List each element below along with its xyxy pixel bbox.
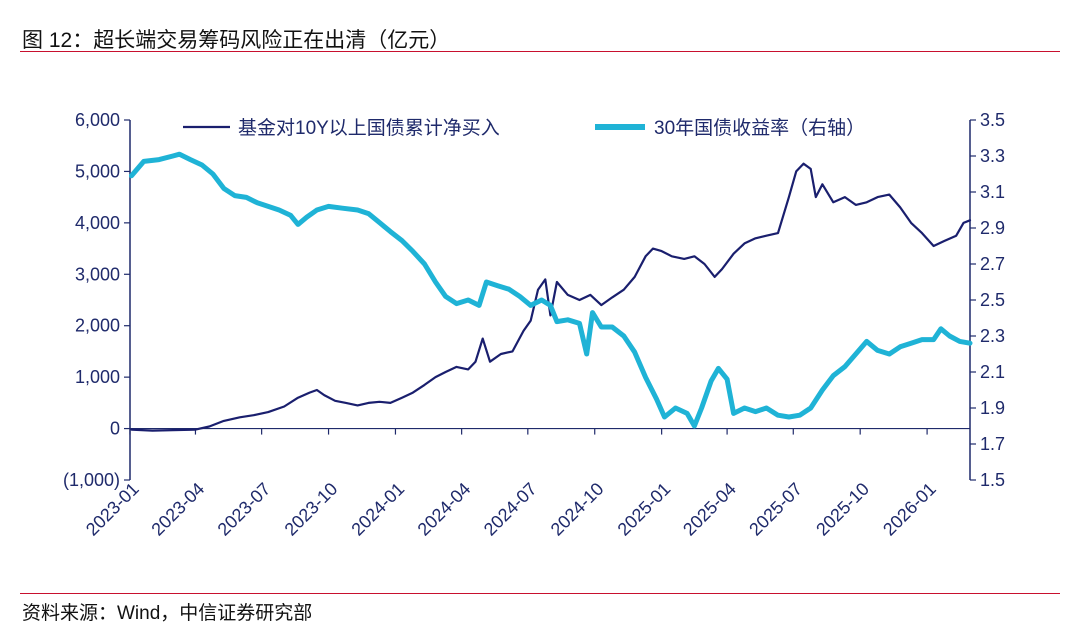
right-tick-label: 1.5 [980,470,1005,490]
chart-axes [129,120,971,480]
x-axis-ticks: 2023-01 2023-04 2023-07 2023-10 2024-01 2024-… [82,428,940,540]
right-tick-label: 3.1 [980,182,1005,202]
x-tick-label: 2023-04 [147,479,208,540]
x-tick-label: 2023-10 [281,479,342,540]
right-tick-label: 2.1 [980,362,1005,382]
left-tick-label: 6,000 [75,110,120,130]
left-tick-label: 5,000 [75,161,120,181]
figure-title: 图 12：超长端交易筹码风险正在出清（亿元） [22,29,451,52]
right-y-axis-ticks: 1.5 1.7 1.9 2.1 2.3 2.5 2.7 2.9 3.1 3.3 3.5 [970,110,1005,490]
x-tick-label: 2025-04 [679,479,740,540]
x-tick-label: 2024-10 [547,479,608,540]
x-tick-label: 2025-07 [745,479,806,540]
line-chart: 2023-01 2023-04 2023-07 2023-10 2024-01 2024-… [63,110,1005,540]
right-tick-label: 2.9 [980,218,1005,238]
series-line-fund-net-buy [130,162,972,432]
legend-label-fund: 基金对10Y以上国债累计净买入 [238,117,500,139]
series-line-30y-yield [129,151,973,429]
right-tick-label: 2.3 [980,326,1005,346]
right-tick-label: 2.5 [980,290,1005,310]
series-layer [129,151,973,432]
x-tick-label: 2025-01 [614,479,675,540]
right-tick-label: 1.7 [980,434,1005,454]
left-tick-label: 1,000 [75,367,120,387]
right-tick-label: 2.7 [980,254,1005,274]
left-y-axis-ticks: (1,000) 0 1,000 2,000 3,000 4,000 5,000 6,000 [63,110,130,490]
chart-legend: 基金对10Y以上国债累计净买入 30年国债收益率（右轴） [183,117,865,139]
left-tick-label: 4,000 [75,213,120,233]
bottom-rule [20,593,1060,594]
x-tick-label: 2024-04 [414,479,475,540]
left-tick-label: 2,000 [75,316,120,336]
right-tick-label: 3.5 [980,110,1005,130]
right-tick-label: 1.9 [980,398,1005,418]
legend-label-yield: 30年国债收益率（右轴） [654,117,865,139]
x-tick-label: 2024-01 [347,479,408,540]
left-tick-label: 0 [110,419,120,439]
x-tick-label: 2025-10 [812,479,873,540]
left-tick-label: 3,000 [75,264,120,284]
top-rule [20,51,1060,52]
x-tick-label: 2024-07 [480,479,541,540]
right-tick-label: 3.3 [980,146,1005,166]
left-tick-label: (1,000) [63,470,120,490]
x-tick-label: 2023-07 [214,479,275,540]
x-tick-label: 2026-01 [879,479,940,540]
figure-source: 资料来源：Wind，中信证券研究部 [22,603,313,624]
